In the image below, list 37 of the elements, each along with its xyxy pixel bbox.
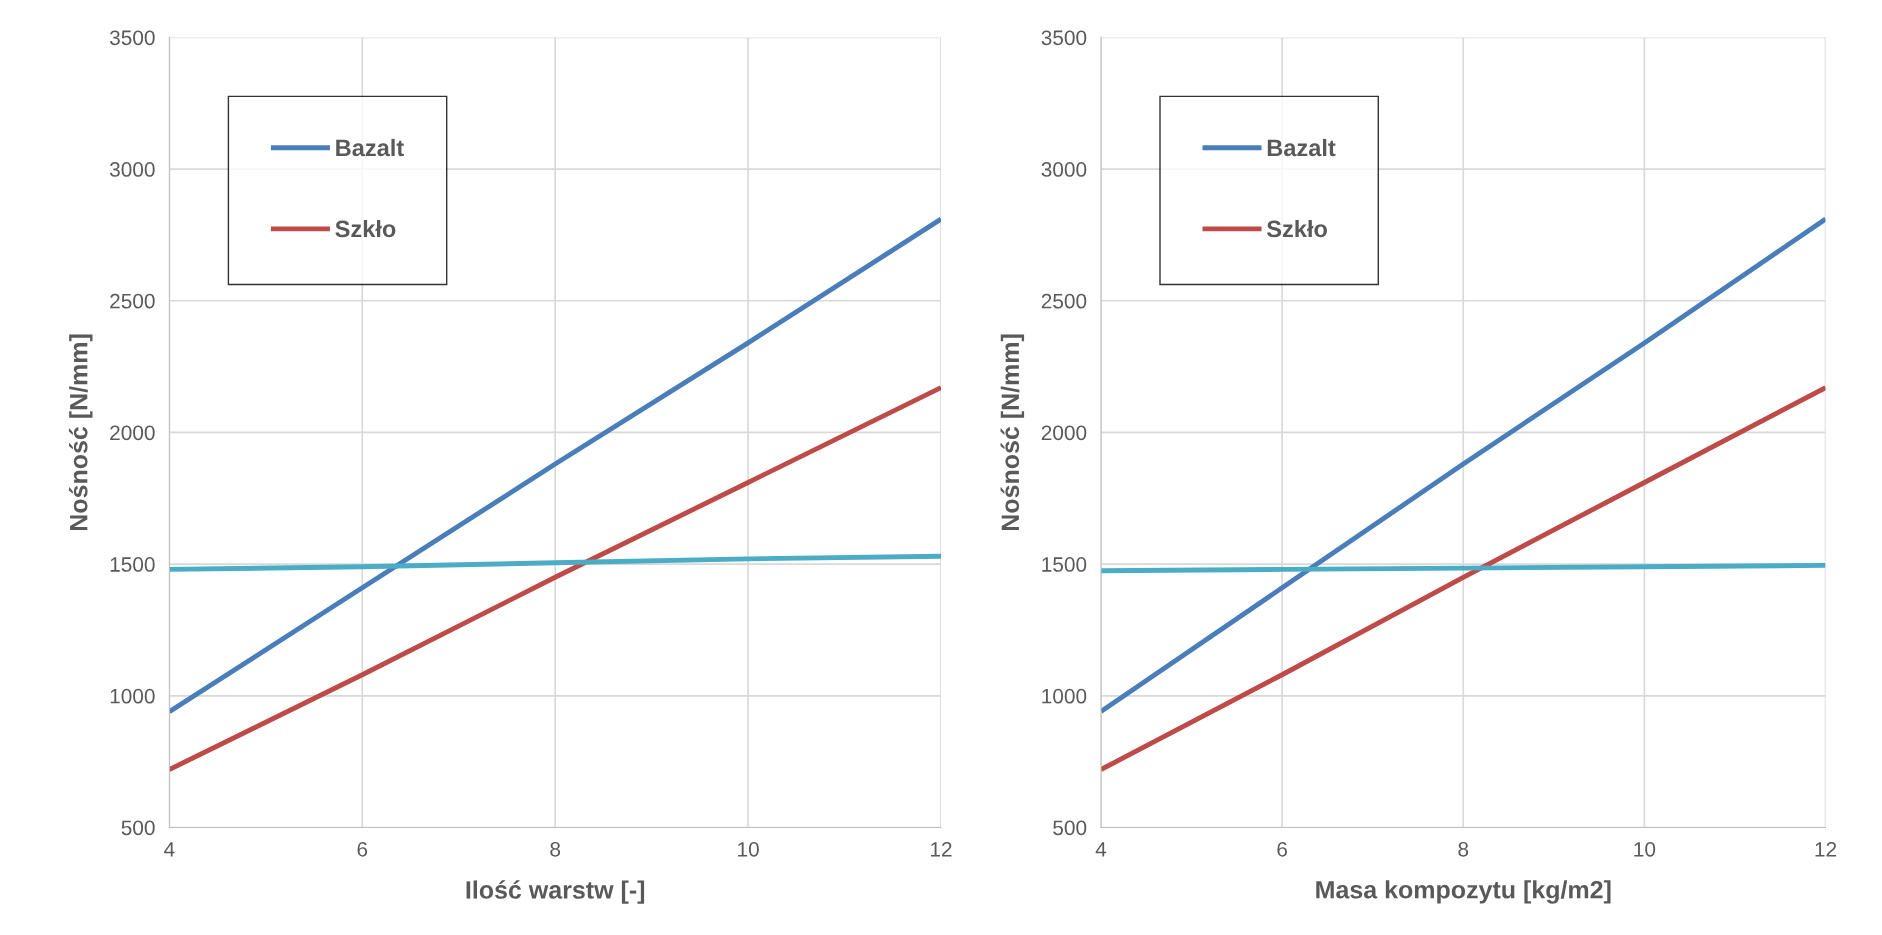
x-axis-title: Ilość warstw [-]	[466, 880, 645, 904]
x-tick-label: 10	[738, 841, 759, 857]
y-tick-label: 1500	[110, 557, 155, 572]
y-tick-label: 2000	[110, 425, 155, 441]
y-tick-label: 2000	[1041, 425, 1087, 441]
y-axis-title: Nośność [N/mm]	[68, 334, 93, 531]
y-tick-label: 3000	[109, 162, 155, 177]
y-tick-label: 1500	[1042, 557, 1087, 572]
y-tick-label: 1000	[1042, 688, 1087, 704]
y-tick-label: 2500	[1041, 293, 1087, 309]
x-tick-label: 4	[1095, 842, 1107, 857]
y-tick-label: 2500	[110, 293, 155, 309]
legend-label: Szkło	[335, 219, 396, 238]
y-tick-label: 500	[1053, 820, 1087, 836]
x-tick-label: 8	[550, 841, 561, 857]
line-series	[169, 385, 941, 772]
legend-label: Bazalt	[336, 138, 404, 157]
legend-label: Szkło	[1266, 219, 1327, 238]
line-series	[169, 216, 941, 715]
x-tick-label: 12	[931, 841, 952, 857]
y-tick-label: 3500	[1041, 30, 1087, 46]
line-series	[169, 553, 941, 572]
x-tick-label: 12	[1815, 841, 1837, 857]
y-tick-label: 3500	[109, 30, 155, 46]
x-axis-title: Masa kompozytu [kg/m2]	[1316, 880, 1611, 904]
y-axis-title: Nośność [N/mm]	[1000, 334, 1025, 531]
y-tick-label: 500	[121, 820, 155, 836]
x-tick-label: 10	[1634, 841, 1656, 857]
line-series	[1100, 385, 1826, 772]
x-tick-label: 6	[1277, 841, 1287, 857]
x-tick-label: 8	[1458, 841, 1469, 857]
y-tick-label: 3000	[1041, 162, 1087, 177]
legend-label: Bazalt	[1267, 138, 1336, 157]
y-tick-label: 1000	[110, 688, 155, 704]
line-series	[1100, 216, 1826, 715]
x-tick-label: 6	[357, 841, 368, 857]
x-tick-label: 4	[164, 842, 175, 857]
